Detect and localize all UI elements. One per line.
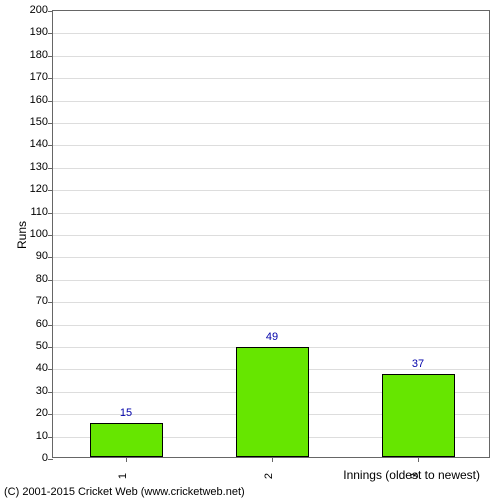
grid-line bbox=[53, 190, 489, 191]
y-tick-label: 100 bbox=[30, 228, 48, 240]
y-tick-label: 150 bbox=[30, 116, 48, 128]
x-tick bbox=[126, 457, 127, 462]
y-tick-label: 190 bbox=[30, 26, 48, 38]
x-tick-label: 2 bbox=[263, 473, 275, 479]
y-tick bbox=[48, 392, 53, 393]
y-tick-label: 180 bbox=[30, 49, 48, 61]
y-tick-label: 160 bbox=[30, 94, 48, 106]
y-tick-label: 170 bbox=[30, 71, 48, 83]
grid-line bbox=[53, 78, 489, 79]
y-tick-label: 20 bbox=[36, 407, 48, 419]
y-tick bbox=[48, 168, 53, 169]
y-tick bbox=[48, 280, 53, 281]
y-axis-title: Runs bbox=[15, 221, 29, 249]
bar-value-label: 49 bbox=[266, 331, 278, 343]
y-tick bbox=[48, 11, 53, 12]
grid-line bbox=[53, 280, 489, 281]
copyright-text: (C) 2001-2015 Cricket Web (www.cricketwe… bbox=[4, 486, 245, 498]
x-tick-label: 3 bbox=[409, 473, 421, 479]
bar bbox=[382, 374, 455, 457]
y-tick-label: 10 bbox=[36, 430, 48, 442]
y-tick bbox=[48, 56, 53, 57]
y-tick bbox=[48, 302, 53, 303]
y-tick bbox=[48, 369, 53, 370]
y-tick bbox=[48, 459, 53, 460]
y-tick-label: 130 bbox=[30, 161, 48, 173]
x-tick bbox=[272, 457, 273, 462]
bar-value-label: 15 bbox=[120, 407, 132, 419]
bar-value-label: 37 bbox=[412, 358, 424, 370]
y-tick-label: 200 bbox=[30, 4, 48, 16]
bar bbox=[236, 347, 309, 457]
y-tick-label: 0 bbox=[42, 452, 48, 464]
y-tick-label: 30 bbox=[36, 385, 48, 397]
y-tick-label: 110 bbox=[30, 206, 48, 218]
grid-line bbox=[53, 302, 489, 303]
grid-line bbox=[53, 101, 489, 102]
grid-line bbox=[53, 235, 489, 236]
y-tick bbox=[48, 123, 53, 124]
x-tick-label: 1 bbox=[117, 473, 129, 479]
y-tick-label: 140 bbox=[30, 138, 48, 150]
y-tick-label: 120 bbox=[30, 183, 48, 195]
y-tick bbox=[48, 437, 53, 438]
x-tick bbox=[418, 457, 419, 462]
grid-line bbox=[53, 56, 489, 57]
bar bbox=[90, 423, 163, 457]
y-tick-label: 50 bbox=[36, 340, 48, 352]
y-tick bbox=[48, 235, 53, 236]
grid-line bbox=[53, 168, 489, 169]
y-tick-label: 40 bbox=[36, 362, 48, 374]
y-tick-label: 70 bbox=[36, 295, 48, 307]
y-tick bbox=[48, 145, 53, 146]
grid-line bbox=[53, 33, 489, 34]
y-tick bbox=[48, 101, 53, 102]
y-tick bbox=[48, 257, 53, 258]
chart-plot-area: 15 49 37 bbox=[52, 10, 490, 458]
y-tick bbox=[48, 347, 53, 348]
grid-line bbox=[53, 325, 489, 326]
y-tick bbox=[48, 325, 53, 326]
y-tick bbox=[48, 78, 53, 79]
y-tick bbox=[48, 213, 53, 214]
y-tick-label: 90 bbox=[36, 250, 48, 262]
y-tick bbox=[48, 190, 53, 191]
y-tick bbox=[48, 33, 53, 34]
grid-line bbox=[53, 145, 489, 146]
y-tick bbox=[48, 414, 53, 415]
y-tick-label: 80 bbox=[36, 273, 48, 285]
y-tick-label: 60 bbox=[36, 318, 48, 330]
grid-line bbox=[53, 213, 489, 214]
grid-line bbox=[53, 123, 489, 124]
grid-line bbox=[53, 257, 489, 258]
